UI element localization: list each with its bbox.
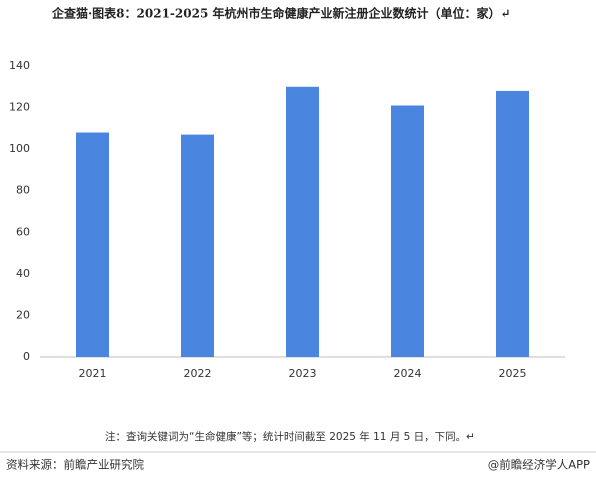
bar [391,105,424,357]
y-tick-label: 120 [9,101,30,114]
y-tick-label: 20 [16,308,30,321]
x-tick-label: 2024 [394,367,422,380]
source: 资料来源：前瞻产业研究院 [6,458,144,472]
y-tick-label: 40 [16,267,30,280]
note: 注：查询关键词为“生命健康”等；统计时间截至 2025 年 11 月 5 日，下… [105,430,475,443]
y-tick-label: 140 [9,59,30,72]
bar [76,132,109,357]
y-tick-label: 80 [16,184,30,197]
y-tick-label: 100 [9,142,30,155]
bar [181,134,214,357]
chart-title: 企查猫·图表8：2021-2025 年杭州市生命健康产业新注册企业数统计（单位：… [51,6,511,21]
x-tick-label: 2023 [289,367,317,380]
x-tick-label: 2025 [499,367,527,380]
brand: @前瞻经济学人APP [488,458,590,472]
bar [286,86,319,358]
y-tick-label: 60 [16,225,30,238]
bar [496,90,529,357]
x-tick-label: 2021 [79,367,107,380]
x-tick-label: 2022 [184,367,212,380]
y-tick-label: 0 [23,350,30,363]
